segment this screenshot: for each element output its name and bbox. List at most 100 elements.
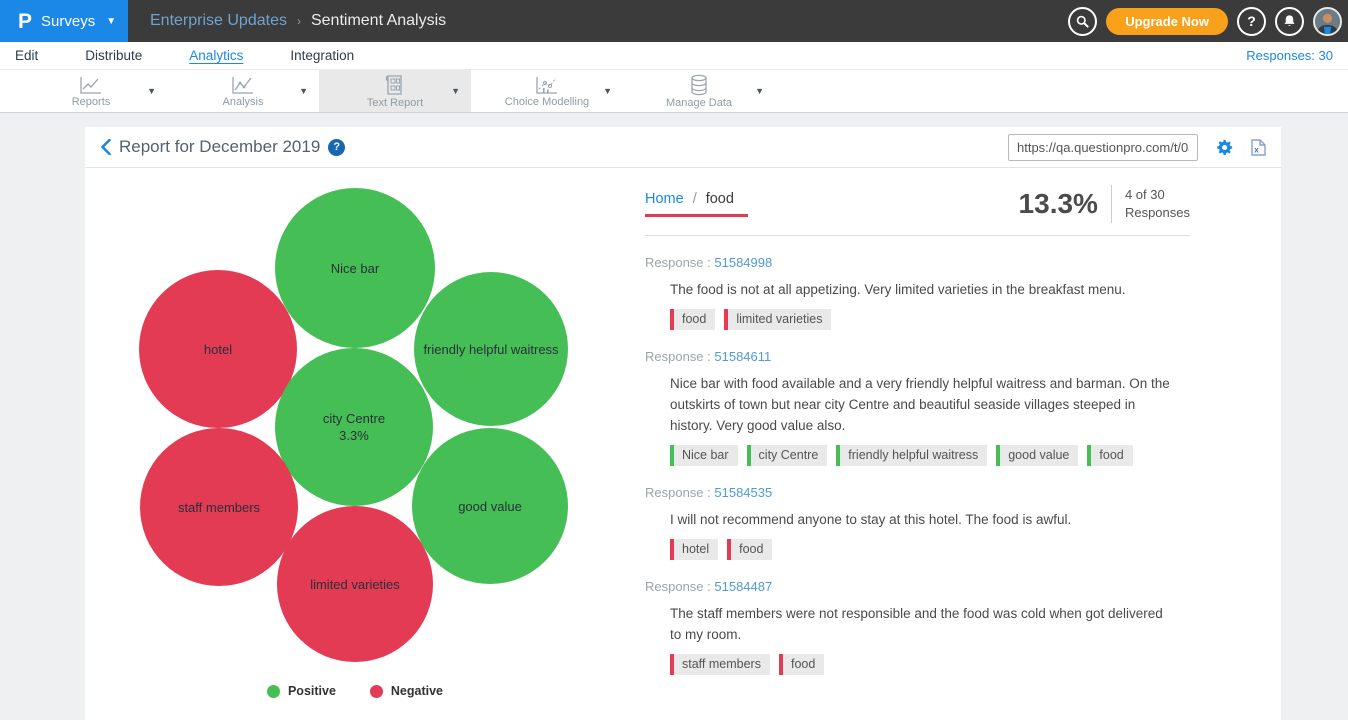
bubble-good-value[interactable]: good value xyxy=(412,428,568,584)
response-id-link[interactable]: 51584611 xyxy=(714,349,772,364)
report-settings-button[interactable] xyxy=(1216,139,1233,156)
report-header-actions: x xyxy=(1008,133,1266,161)
report-header: Report for December 2019 ? x xyxy=(85,127,1281,168)
bubble-label: hotel xyxy=(203,341,233,357)
page-content: Report for December 2019 ? x Nice bar hot… xyxy=(0,113,1348,720)
stat-divider xyxy=(1110,185,1112,223)
surveys-product-menu[interactable]: P Surveys ▼ xyxy=(0,0,128,42)
chevron-down-icon[interactable]: ▼ xyxy=(299,86,308,96)
menu-item-edit[interactable]: Edit xyxy=(15,48,39,63)
toolbar-item-analysis[interactable]: Analysis ▼ xyxy=(167,70,319,112)
bubble-hotel[interactable]: hotel xyxy=(139,270,297,428)
breadcrumb: Enterprise Updates › Sentiment Analysis xyxy=(150,12,446,30)
report-help-button[interactable]: ? xyxy=(328,138,346,156)
toolbar-item-label: Reports xyxy=(71,95,111,108)
response-text: The staff members were not responsible a… xyxy=(670,606,1163,642)
response-header: Response : 51584998 xyxy=(645,255,1190,270)
upgrade-now-button[interactable]: Upgrade Now xyxy=(1106,7,1228,35)
count-label: Responses xyxy=(1124,205,1190,220)
tag-friendly-helpful-waitress[interactable]: friendly helpful waitress xyxy=(836,445,988,466)
chevron-left-icon xyxy=(101,138,111,156)
bubble-friendly-helpful-waitress[interactable]: friendly helpful waitress xyxy=(414,272,568,426)
tag-limited-varieties[interactable]: limited varieties xyxy=(724,309,832,330)
tag-city-centre[interactable]: city Centre xyxy=(746,445,828,466)
bubble-label: limited varieties xyxy=(310,576,400,592)
breadcrumb-survey-name[interactable]: Enterprise Updates xyxy=(150,12,287,29)
topbar-actions: Upgrade Now ? xyxy=(1068,6,1348,36)
legend-dot-icon xyxy=(369,684,383,698)
database-icon xyxy=(689,74,709,96)
tag-good-value[interactable]: good value xyxy=(996,445,1079,466)
theme-stat: 13.3% 4 of 30 Responses xyxy=(1019,185,1190,223)
chevron-down-icon[interactable]: ▼ xyxy=(755,86,764,96)
back-button[interactable] xyxy=(100,138,111,156)
responses-count[interactable]: Responses: 30 xyxy=(1246,48,1333,63)
bubble-nice-bar[interactable]: Nice bar xyxy=(275,188,435,348)
analytics-toolbar: Reports ▼ Analysis ▼ Text Report ▼ Choice Mode… xyxy=(0,70,1348,113)
menu-item-integration[interactable]: Integration xyxy=(290,48,355,63)
response-tags: hotel food xyxy=(670,539,1190,560)
breadcrumb-separator-icon: › xyxy=(296,14,301,28)
tag-food[interactable]: food xyxy=(727,539,773,560)
tag-food[interactable]: food xyxy=(778,654,825,675)
theme-response-count: 4 of 30 Responses xyxy=(1125,186,1190,222)
export-report-button[interactable]: x xyxy=(1251,138,1266,156)
svg-text:x: x xyxy=(1254,145,1259,154)
gear-icon xyxy=(1217,139,1233,155)
legend-label: Negative xyxy=(390,684,444,698)
chart-legend: Positive Negative xyxy=(85,684,625,698)
theme-breadcrumb-home[interactable]: Home xyxy=(645,191,684,207)
text-report-icon xyxy=(384,74,406,96)
choice-modelling-icon xyxy=(535,75,559,95)
toolbar-item-reports[interactable]: Reports ▼ xyxy=(15,70,167,112)
top-bar: P Surveys ▼ Enterprise Updates › Sentime… xyxy=(0,0,1348,42)
response-item: Response : 51584611 Nice bar with food av… xyxy=(645,349,1190,466)
legend-entry-negative: Negative xyxy=(369,684,444,698)
tag-nice-bar[interactable]: Nice bar xyxy=(670,445,738,466)
user-avatar[interactable] xyxy=(1313,6,1342,36)
response-id-link[interactable]: 51584998 xyxy=(714,255,773,270)
survey-menu-bar: Edit Distribute Analytics Integration Re… xyxy=(0,42,1348,70)
response-id-link[interactable]: 51584535 xyxy=(714,485,773,500)
tag-food[interactable]: food xyxy=(1087,445,1133,466)
toolbar-item-text-report[interactable]: Text Report ▼ xyxy=(319,70,471,112)
report-body: Nice bar hotel friendly helpful waitress ci… xyxy=(85,168,1281,720)
bubble-limited-varieties[interactable]: limited varieties xyxy=(277,506,433,662)
bubble-label: Nice bar xyxy=(330,260,380,276)
share-url-input[interactable] xyxy=(1008,133,1198,161)
bubble-label: staff members xyxy=(177,499,261,515)
search-icon xyxy=(1076,15,1089,28)
response-header: Response : 51584611 xyxy=(645,349,1190,364)
line-chart-icon xyxy=(79,75,103,95)
tag-hotel[interactable]: hotel xyxy=(670,539,719,560)
report-title: Report for December 2019 xyxy=(119,137,321,156)
response-text: Nice bar with food available and a very … xyxy=(670,376,1170,433)
search-button[interactable] xyxy=(1068,6,1098,36)
bubble-staff-members[interactable]: staff members xyxy=(140,428,298,586)
notifications-button[interactable] xyxy=(1275,6,1304,36)
menu-item-distribute[interactable]: Distribute xyxy=(85,48,143,63)
theme-breadcrumb: Home / food xyxy=(645,191,748,217)
toolbar-item-choice-modelling[interactable]: Choice Modelling ▼ xyxy=(471,70,623,112)
bubble-city-centre[interactable]: city Centre 3.3% xyxy=(275,348,433,506)
breadcrumb-current-page: Sentiment Analysis xyxy=(310,12,447,29)
chevron-down-icon[interactable]: ▼ xyxy=(603,86,612,96)
legend-entry-positive: Positive xyxy=(266,684,336,698)
toolbar-item-manage-data[interactable]: Manage Data ▼ xyxy=(623,70,775,112)
response-id-link[interactable]: 51584487 xyxy=(714,579,773,594)
theme-breadcrumb-current: food xyxy=(705,191,734,207)
help-button[interactable]: ? xyxy=(1237,6,1266,36)
chevron-down-icon[interactable]: ▼ xyxy=(147,86,156,96)
menu-item-analytics[interactable]: Analytics xyxy=(189,48,244,63)
tag-food[interactable]: food xyxy=(670,309,716,330)
chevron-down-icon[interactable]: ▼ xyxy=(451,86,460,96)
response-prefix: Response : xyxy=(645,485,715,500)
responses-list: Response : 51584998 The food is not at al… xyxy=(645,255,1190,675)
response-text: The food is not at all appetizing. Very … xyxy=(670,282,1126,297)
toolbar-item-label: Manage Data xyxy=(665,96,733,109)
response-text: I will not recommend anyone to stay at t… xyxy=(670,512,1072,527)
responses-panel: Home / food 13.3% 4 of 30 Responses Resp… xyxy=(645,168,1190,720)
response-item: Response : 51584998 The food is not at al… xyxy=(645,255,1190,330)
response-item: Response : 51584535 I will not recommend … xyxy=(645,485,1190,560)
tag-staff-members[interactable]: staff members xyxy=(670,654,770,675)
